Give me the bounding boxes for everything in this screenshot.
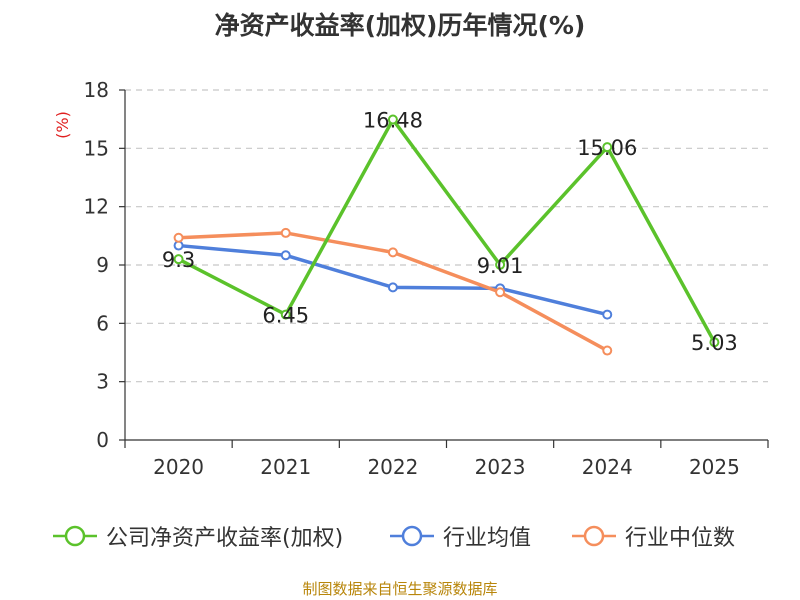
legend-item-company[interactable]: 公司净资产收益率(加权) <box>52 518 343 554</box>
legend-marker-industry-median <box>572 525 616 547</box>
data-label-2020: 9.3 <box>162 248 195 272</box>
data-label-2023: 9.01 <box>477 254 524 278</box>
data-label-2025: 5.03 <box>691 331 738 355</box>
data-label-2022: 16.48 <box>363 109 423 133</box>
legend: 公司净资产收益率(加权) 行业均值 行业中位数 <box>0 518 800 554</box>
legend-marker-company <box>53 525 97 547</box>
x-tick-label-2022: 2022 <box>367 455 418 479</box>
data-label-2024: 15.06 <box>577 136 637 160</box>
data-point-2-2020 <box>173 232 184 243</box>
data-point-0-2022 <box>387 114 398 125</box>
data-point-0-2021 <box>280 309 291 320</box>
legend-marker-industry-mean <box>390 525 434 547</box>
chart-title: 净资产收益率(加权)历年情况(%) <box>214 11 586 40</box>
y-tick-label: 3 <box>96 370 109 394</box>
data-point-0-2023 <box>495 259 506 270</box>
legend-item-industry-mean[interactable]: 行业均值 <box>389 518 531 554</box>
data-point-0-2020 <box>173 254 184 265</box>
legend-label-industry-median: 行业中位数 <box>625 526 736 551</box>
x-tick-label-2023: 2023 <box>475 455 526 479</box>
x-tick-label-2020: 2020 <box>153 455 204 479</box>
legend-label-industry-mean: 行业均值 <box>443 526 532 551</box>
data-point-2-2024 <box>602 345 613 356</box>
x-tick-label-2021: 2021 <box>260 455 311 479</box>
series-line-0 <box>177 117 716 344</box>
y-tick-label: 9 <box>96 253 109 277</box>
data-point-0-2024 <box>602 142 613 153</box>
legend-label-company: 公司净资产收益率(加权) <box>106 526 344 551</box>
x-tick-label-2024: 2024 <box>582 455 633 479</box>
data-point-2-2023 <box>495 287 506 298</box>
axes: 0 3 6 9 12 15 18 2020 2021 2022 2023 2024 2025 (%) <box>53 78 769 479</box>
y-tick-label: 15 <box>84 136 109 160</box>
data-point-1-2021 <box>280 250 291 261</box>
y-tick-label: 6 <box>96 311 109 335</box>
data-label-2021: 6.45 <box>262 304 309 328</box>
y-tick-label: 12 <box>84 195 109 219</box>
source-note: 制图数据来自恒生聚源数据库 <box>302 580 498 598</box>
series-lines <box>173 114 720 356</box>
data-point-1-2022 <box>387 282 398 293</box>
data-point-1-2024 <box>602 309 613 320</box>
y-tick-label: 18 <box>84 78 109 102</box>
x-tick-label-2025: 2025 <box>689 455 740 479</box>
data-point-2-2021 <box>280 227 291 238</box>
y-axis-title: (%) <box>53 111 72 139</box>
data-point-0-2025 <box>709 337 720 348</box>
data-point-2-2022 <box>387 247 398 258</box>
grid-lines <box>125 89 768 383</box>
legend-item-industry-median[interactable]: 行业中位数 <box>571 518 735 554</box>
y-tick-label: 0 <box>96 428 109 452</box>
data-labels: 9.3 6.45 16.48 9.01 15.06 5.03 <box>162 109 738 356</box>
